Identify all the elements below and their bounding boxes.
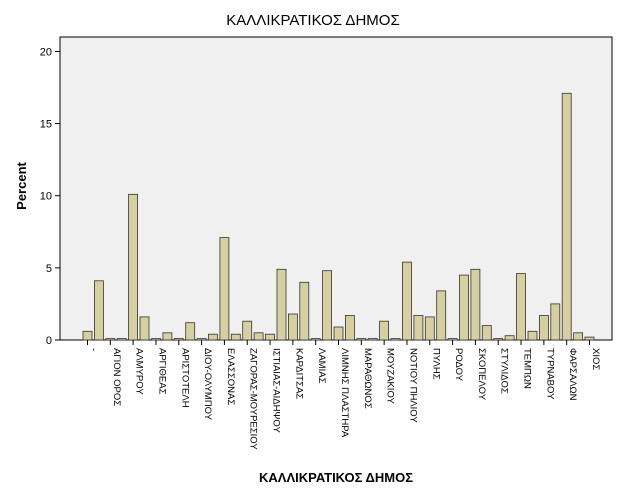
bar-32 xyxy=(447,338,458,341)
bar-25 xyxy=(367,338,378,341)
x-tick-label-10: ΔΙΟΥ-ΟΛΥΜΠΟΥ xyxy=(202,348,213,421)
bar-33 xyxy=(459,274,469,341)
bar-13 xyxy=(230,333,241,341)
bar-2 xyxy=(105,338,116,341)
x-tick-label-20: ΛΑΜΙΑΣ xyxy=(316,348,327,384)
bar-38 xyxy=(516,273,526,341)
x-tick-label-34: ΣΚΟΠΕΛΟΥ xyxy=(476,348,487,401)
y-tick-label-0: 0 xyxy=(46,335,52,347)
bar-36 xyxy=(493,338,504,341)
bar-41 xyxy=(550,303,561,341)
x-tick-label-26: ΜΟΥΖΑΚΙΟΥ xyxy=(385,348,396,405)
bar-1 xyxy=(94,280,104,341)
bar-21 xyxy=(322,270,333,341)
bar-27 xyxy=(390,338,401,341)
bar-17 xyxy=(276,268,287,341)
bar-4 xyxy=(128,193,139,341)
plot-area xyxy=(59,36,613,341)
x-tick-label-32: ΡΟΔΟΥ xyxy=(453,348,464,382)
bars xyxy=(82,92,595,341)
x-tick-label-4: ΑΛΜΥΡΟΥ xyxy=(134,348,145,395)
bar-12 xyxy=(219,237,230,341)
x-tick-label-38: ΤΕΜΠΩΝ xyxy=(522,348,533,389)
bar-15 xyxy=(253,332,264,341)
x-tick-label-24: ΜΑΡΑΘΩΝΟΣ xyxy=(362,348,373,409)
x-tick-label-16: ΙΣΤΙΑΙΑΣ-ΑΙΔΗΨΟΥ xyxy=(271,348,282,434)
bar-18 xyxy=(287,313,298,341)
bar-0 xyxy=(82,330,93,341)
x-tick-label-36: ΣΤΥΛΙΔΟΣ xyxy=(499,348,510,394)
bar-8 xyxy=(173,338,184,341)
bar-11 xyxy=(208,333,218,341)
bar-10 xyxy=(196,338,207,341)
y-axis: 0 5 10 15 20 xyxy=(40,46,60,347)
bar-44 xyxy=(584,336,595,341)
bar-6 xyxy=(151,338,161,341)
bar-26 xyxy=(379,320,390,341)
bar-14 xyxy=(242,320,253,341)
x-tick-label-22: ΛΙΜΝΗΣ ΠΛΑΣΤΗΡΑ xyxy=(339,348,350,438)
bar-3 xyxy=(116,338,127,341)
y-axis-label: Percent xyxy=(14,161,29,209)
bar-7 xyxy=(162,332,173,341)
bar-23 xyxy=(344,315,355,341)
y-tick-label-1: 5 xyxy=(46,263,52,275)
bar-20 xyxy=(310,338,321,341)
y-tick-label-4: 20 xyxy=(40,46,52,58)
x-tick-label-12: ΕΛΑΣΣΟΝΑΣ xyxy=(225,348,236,405)
bar-24 xyxy=(356,338,367,341)
x-tick-label-6: ΑΡΓΙΘΕΑΣ xyxy=(156,348,167,395)
bar-39 xyxy=(527,330,538,341)
x-tick-label-42: ΦΑΡΣΑΛΩΝ xyxy=(567,348,578,401)
bar-5 xyxy=(139,316,150,341)
bar-9 xyxy=(185,322,196,341)
bar-16 xyxy=(265,333,275,341)
bar-22 xyxy=(333,326,344,341)
y-tick-label-2: 10 xyxy=(40,191,52,203)
x-axis-ticks: - ΑΓΙΟΝ ΟΡΟΣ ΑΛΜΥΡΟΥ ΑΡΓΙΘΕΑΣ ΑΡΙΣΤΟΤΕΛΗ ΔΙΟΥ… xyxy=(87,340,601,450)
bar-34 xyxy=(470,268,481,341)
x-tick-label-8: ΑΡΙΣΤΟΤΕΛΗ xyxy=(179,348,190,408)
x-tick-label-18: ΚΑΡΔΙΤΣΑΣ xyxy=(293,348,304,399)
bar-35 xyxy=(481,325,492,341)
x-tick-label-0: - xyxy=(88,348,99,351)
bar-31 xyxy=(436,290,447,341)
bar-43 xyxy=(573,332,583,341)
bar-42 xyxy=(561,92,572,341)
x-tick-label-30: ΠΥΛΗΣ xyxy=(430,348,441,380)
bar-30 xyxy=(424,316,435,341)
bar-19 xyxy=(299,281,310,341)
x-tick-label-28: ΝΟΤΙΟΥ ΠΗΛΙΟΥ xyxy=(407,348,418,423)
x-tick-label-2: ΑΓΙΟΝ ΟΡΟΣ xyxy=(111,348,122,406)
bar-29 xyxy=(413,315,424,341)
chart-title: ΚΑΛΛΙΚΡΑΤΙΚΟΣ ΔΗΜΟΣ xyxy=(226,12,400,29)
bar-40 xyxy=(539,315,549,341)
x-axis-label: ΚΑΛΛΙΚΡΑΤΙΚΟΣ ΔΗΜΟΣ xyxy=(259,470,413,485)
bar-28 xyxy=(402,261,412,341)
x-tick-label-40: ΤΥΡΝΑΒΟΥ xyxy=(544,348,555,400)
y-tick-label-3: 15 xyxy=(40,119,52,131)
x-tick-label-44: ΧΙΟΣ xyxy=(590,348,601,370)
x-tick-label-14: ΖΑΓΟΡΑΣ-ΜΟΥΡΕΣΙΟΥ xyxy=(248,348,259,450)
bar-37 xyxy=(504,335,515,341)
